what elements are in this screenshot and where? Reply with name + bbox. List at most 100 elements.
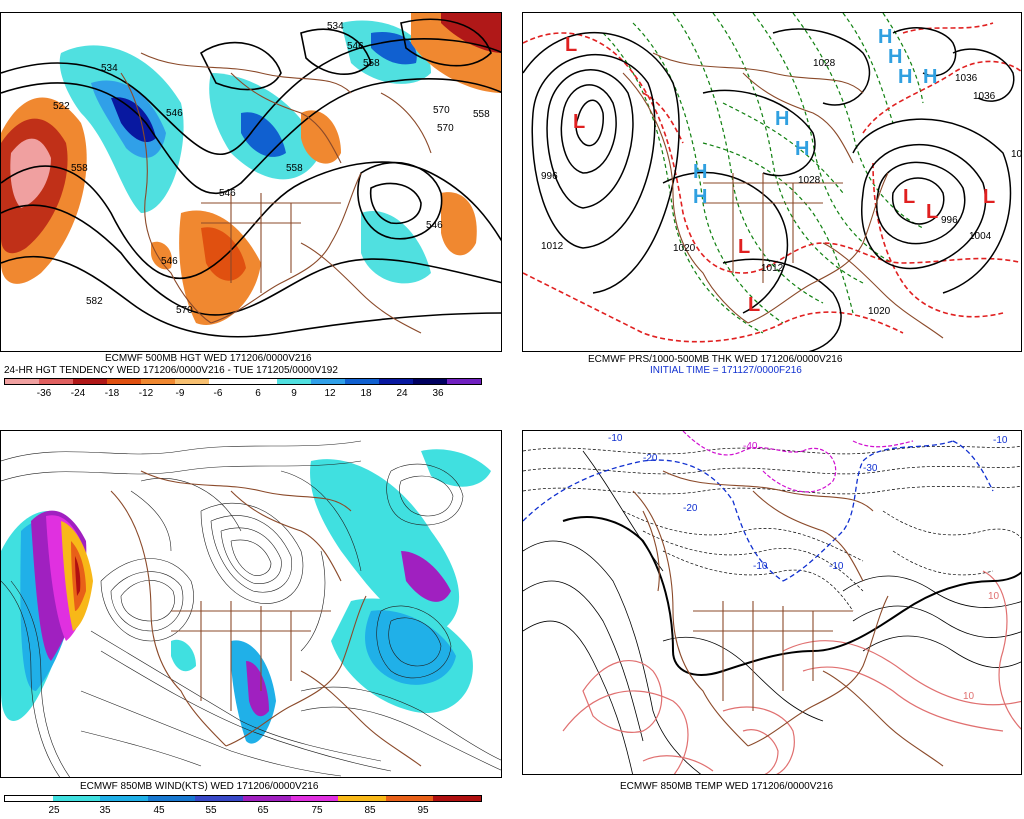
tick-label: 6 [255, 388, 261, 399]
isobar-label: 996 [941, 215, 958, 226]
isobar-label: 1028 [798, 175, 821, 186]
contour-label-534: 534 [101, 63, 118, 74]
caption-initial-time: INITIAL TIME = 171127/0000F216 [650, 365, 802, 376]
contour-label-546b: 546 [426, 220, 443, 231]
isotherms-cold [523, 445, 1021, 612]
colorbar-swatch [175, 379, 209, 384]
low-markers: L L L L L L L [565, 34, 995, 316]
tick-label: 95 [417, 805, 429, 816]
tick-label: -9 [175, 388, 185, 399]
low-marker: L [903, 186, 915, 208]
contour-label-546d: 546 [219, 188, 236, 199]
contour-label-582: 582 [86, 296, 103, 307]
colorbar-swatch [147, 796, 196, 801]
tick-label: 65 [257, 805, 269, 816]
isobar-label: 1012 [541, 241, 564, 252]
panel-500mb-height: 534 546 558 570 582 522 558 546 546 546 … [0, 0, 505, 405]
coastlines [632, 470, 944, 767]
colorbar-swatch [242, 796, 291, 801]
colorbar-swatch [107, 379, 141, 384]
high-marker: H [693, 186, 707, 208]
temp-label: 10 [963, 691, 975, 702]
tick-label: 12 [324, 388, 336, 399]
coastlines [120, 52, 432, 334]
isotherms-neutral [523, 450, 1021, 774]
isobar-label: 1020 [1011, 149, 1022, 160]
isobar-label: 1036 [973, 91, 996, 102]
isotherms-magenta [682, 431, 914, 493]
tick-label: 85 [364, 805, 376, 816]
caption-500mb-height: ECMWF 500MB HGT WED 171206/0000V216 [105, 353, 312, 364]
height-tendency-map [1, 13, 501, 338]
tick-label: -6 [213, 388, 223, 399]
caption-850mb-temp: ECMWF 850MB TEMP WED 171206/0000V216 [620, 781, 834, 792]
tick-label: -12 [138, 388, 154, 399]
contour-label-558d: 558 [363, 58, 380, 69]
tick-label: -24 [70, 388, 86, 399]
tick-label: -36 [36, 388, 52, 399]
map-pressure-thickness: L L L L L L L H H H H H H H H 996 1012 1… [522, 12, 1022, 352]
colorbar-swatch [195, 796, 243, 801]
tick-label: 24 [396, 388, 408, 399]
caption-pressure-thickness: ECMWF PRS/1000-500MB THK WED 171206/0000… [588, 354, 843, 365]
contour-label-558: 558 [71, 163, 88, 174]
low-marker: L [738, 236, 750, 258]
tick-label: 9 [291, 388, 297, 399]
colorbar-swatch [52, 796, 101, 801]
panel-850mb-temp: -10 -20 -30 -40 -10 -20 -10 -10 10 10 EC… [520, 418, 1024, 819]
isobar-label: 1020 [868, 306, 891, 317]
tick-label: 35 [99, 805, 111, 816]
wind-speed-map [1, 440, 501, 777]
contour-label-570: 570 [176, 305, 193, 316]
high-marker: H [795, 138, 809, 160]
low-marker: L [983, 186, 995, 208]
temp-label: -10 [608, 433, 623, 444]
pressure-thickness-map: L L L L L L L H H H H H H H H [523, 13, 1021, 351]
panel-pressure-thickness: L L L L L L L H H H H H H H H 996 1012 1… [520, 0, 1024, 405]
tick-label: 36 [432, 388, 444, 399]
low-marker: L [748, 294, 760, 316]
caption-height-tendency: 24-HR HGT TENDENCY WED 171206/0000V216 -… [4, 365, 338, 376]
colorbar-swatch [345, 379, 379, 384]
temp-label: -10 [753, 561, 768, 572]
colorbar-swatch [447, 379, 481, 384]
wind-colorbar [4, 795, 482, 802]
colorbar-swatch [277, 379, 311, 384]
isobar-label: 1012 [761, 263, 784, 274]
low-marker: L [926, 201, 938, 223]
contour-label-570b: 570 [433, 105, 450, 116]
colorbar-swatch [311, 379, 345, 384]
colorbar-swatch [413, 379, 447, 384]
coastlines [622, 52, 944, 339]
colorbar-swatch [39, 379, 73, 384]
isobar-label: 1020 [673, 243, 696, 254]
colorbar-swatch [243, 379, 277, 384]
temp-label: -10 [993, 435, 1008, 446]
colorbar-swatch [338, 796, 386, 801]
contour-label-570c: 570 [437, 123, 454, 134]
isobar-label: 1036 [955, 73, 978, 84]
temp-label: -20 [683, 503, 698, 514]
contour-label-534b: 534 [327, 21, 344, 32]
contour-label-546e: 546 [347, 41, 364, 52]
low-marker: L [573, 111, 585, 133]
contour-label-546c: 546 [161, 256, 178, 267]
temperature-map [523, 431, 1021, 774]
tick-label: 75 [311, 805, 323, 816]
temp-label: -40 [743, 441, 758, 452]
map-850mb-wind [0, 430, 502, 778]
panel-850mb-wind: ECMWF 850MB WIND(KTS) WED 171206/0000V21… [0, 418, 505, 819]
temp-label: -20 [643, 453, 658, 464]
coastlines [110, 470, 422, 767]
colorbar-swatch [5, 379, 39, 384]
height-contours [1, 18, 501, 338]
tick-label: -18 [104, 388, 120, 399]
colorbar-swatch [379, 379, 413, 384]
temp-label: -10 [829, 561, 844, 572]
high-marker: H [775, 108, 789, 130]
colorbar-swatch [5, 796, 53, 801]
tick-label: 45 [153, 805, 165, 816]
isobar-label: 996 [541, 171, 558, 182]
high-marker: H [693, 161, 707, 183]
high-markers: H H H H H H H H [693, 26, 937, 208]
